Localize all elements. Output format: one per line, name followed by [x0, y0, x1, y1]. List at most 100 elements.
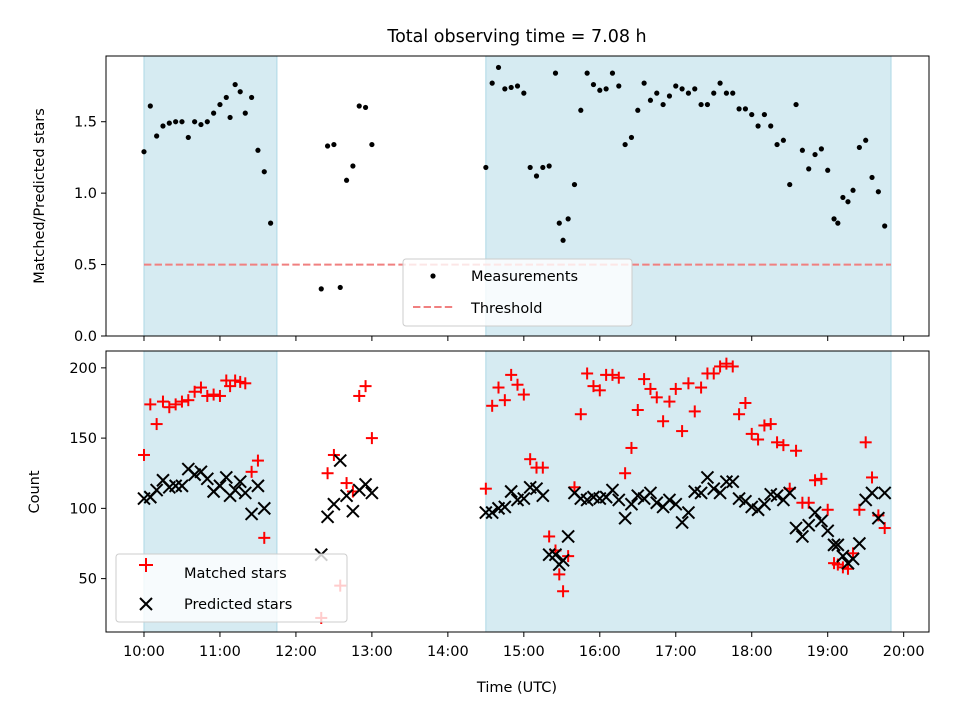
legend-matched-marker	[139, 558, 153, 572]
measurement-point	[628, 134, 635, 141]
measurement-point	[237, 89, 243, 95]
matched-star-point	[213, 389, 226, 402]
matched-star-point	[821, 503, 834, 516]
predicted-star-point	[327, 497, 341, 511]
measurement-point	[799, 147, 805, 153]
predicted-star-point	[358, 477, 373, 492]
measurement-point	[863, 137, 869, 143]
measurement-point	[590, 81, 597, 88]
matched-star-point	[321, 467, 334, 480]
matched-star-point	[353, 389, 366, 402]
measurement-point	[268, 220, 274, 226]
measurement-point	[647, 97, 654, 103]
predicted-star-point	[618, 511, 632, 525]
x-tick-label: 19:00	[807, 644, 849, 660]
matched-star-point	[137, 448, 150, 461]
measurement-point	[571, 181, 578, 188]
measurement-point	[255, 147, 261, 153]
x-tick-label: 15:00	[503, 644, 545, 660]
matched-star-point	[150, 418, 163, 431]
ratio-panel: 0.0 0.5 1.0 1.5 Matched/Predicted stars Mea…	[32, 55, 930, 345]
predicted-star-point	[149, 483, 164, 497]
predicted-star-point	[719, 474, 734, 489]
x-tick-label: 14:00	[427, 644, 469, 660]
measurement-point	[533, 173, 540, 179]
measurement-point	[609, 70, 616, 76]
measurement-point	[154, 133, 160, 139]
predicted-star-point	[694, 486, 708, 500]
measurement-point	[249, 94, 255, 101]
predicted-star-point	[643, 486, 658, 500]
predicted-star-point	[605, 483, 620, 497]
measurement-point	[261, 169, 267, 175]
chart-title: Total observing time = 7.08 h	[386, 27, 646, 47]
predicted-star-point	[814, 514, 829, 528]
predicted-star-point	[802, 518, 816, 532]
measurement-point	[166, 120, 172, 126]
matched-star-point	[593, 384, 606, 397]
matched-star-point	[524, 453, 537, 466]
measurement-point	[211, 110, 217, 116]
measurement-point	[483, 164, 489, 171]
measurement-point	[350, 163, 356, 169]
predicted-star-point	[877, 486, 892, 500]
matched-star-point	[144, 398, 157, 411]
matched-star-point	[517, 388, 530, 401]
matched-star-point	[340, 477, 353, 490]
matched-star-point	[201, 389, 214, 402]
measurement-point	[502, 86, 508, 92]
measurement-point	[603, 86, 609, 92]
matched-star-point	[175, 395, 188, 408]
predicted-star-point	[795, 529, 810, 544]
measurement-point	[185, 134, 191, 141]
predicted-star-point	[365, 486, 379, 500]
measurement-point	[514, 83, 521, 89]
measurement-point	[552, 70, 559, 76]
matched-star-point	[688, 405, 701, 418]
predicted-star-point	[770, 489, 784, 503]
matched-star-point	[245, 465, 258, 478]
measurement-point	[198, 121, 204, 128]
measurement-point	[704, 101, 711, 108]
measurement-point	[217, 101, 223, 108]
matched-star-point	[365, 432, 378, 445]
predicted-star-point	[783, 486, 797, 500]
measurement-point	[641, 80, 647, 86]
predicted-star-point	[681, 505, 696, 520]
measurement-point	[679, 86, 685, 92]
predicted-star-point	[485, 505, 499, 520]
measurement-point	[835, 220, 841, 226]
matched-star-point	[619, 467, 632, 480]
x-tick-label: 10:00	[123, 644, 165, 660]
matched-star-point	[676, 425, 689, 438]
measurement-point	[831, 216, 837, 222]
measurement-point	[597, 87, 603, 93]
predicted-star-point	[548, 548, 563, 562]
x-tick-label: 11:00	[199, 644, 241, 660]
measurement-point	[356, 103, 362, 109]
measurement-point	[698, 101, 704, 108]
measurement-point	[578, 107, 584, 113]
matched-star-point	[359, 380, 372, 393]
x-tick-label: 12:00	[275, 644, 317, 660]
matched-star-point	[878, 522, 891, 535]
matched-star-point	[486, 399, 499, 412]
predicted-star-point	[675, 515, 689, 530]
predicted-star-point	[257, 501, 271, 516]
measurement-point	[882, 223, 888, 229]
measurement-point	[774, 141, 780, 148]
matched-star-point	[557, 585, 570, 598]
predicted-star-point	[561, 529, 575, 544]
measurement-point	[565, 216, 571, 222]
predicted-star-point	[726, 474, 740, 489]
measurement-point	[654, 90, 660, 96]
measurement-point	[793, 101, 799, 108]
matched-star-point	[802, 496, 815, 509]
measurement-point	[673, 83, 679, 89]
measurement-point	[711, 90, 717, 96]
observing-band-2	[485, 350, 892, 633]
matched-star-point	[739, 396, 752, 409]
matched-star-point	[644, 382, 657, 395]
measurement-point	[232, 81, 238, 88]
measurement-point	[584, 70, 590, 76]
